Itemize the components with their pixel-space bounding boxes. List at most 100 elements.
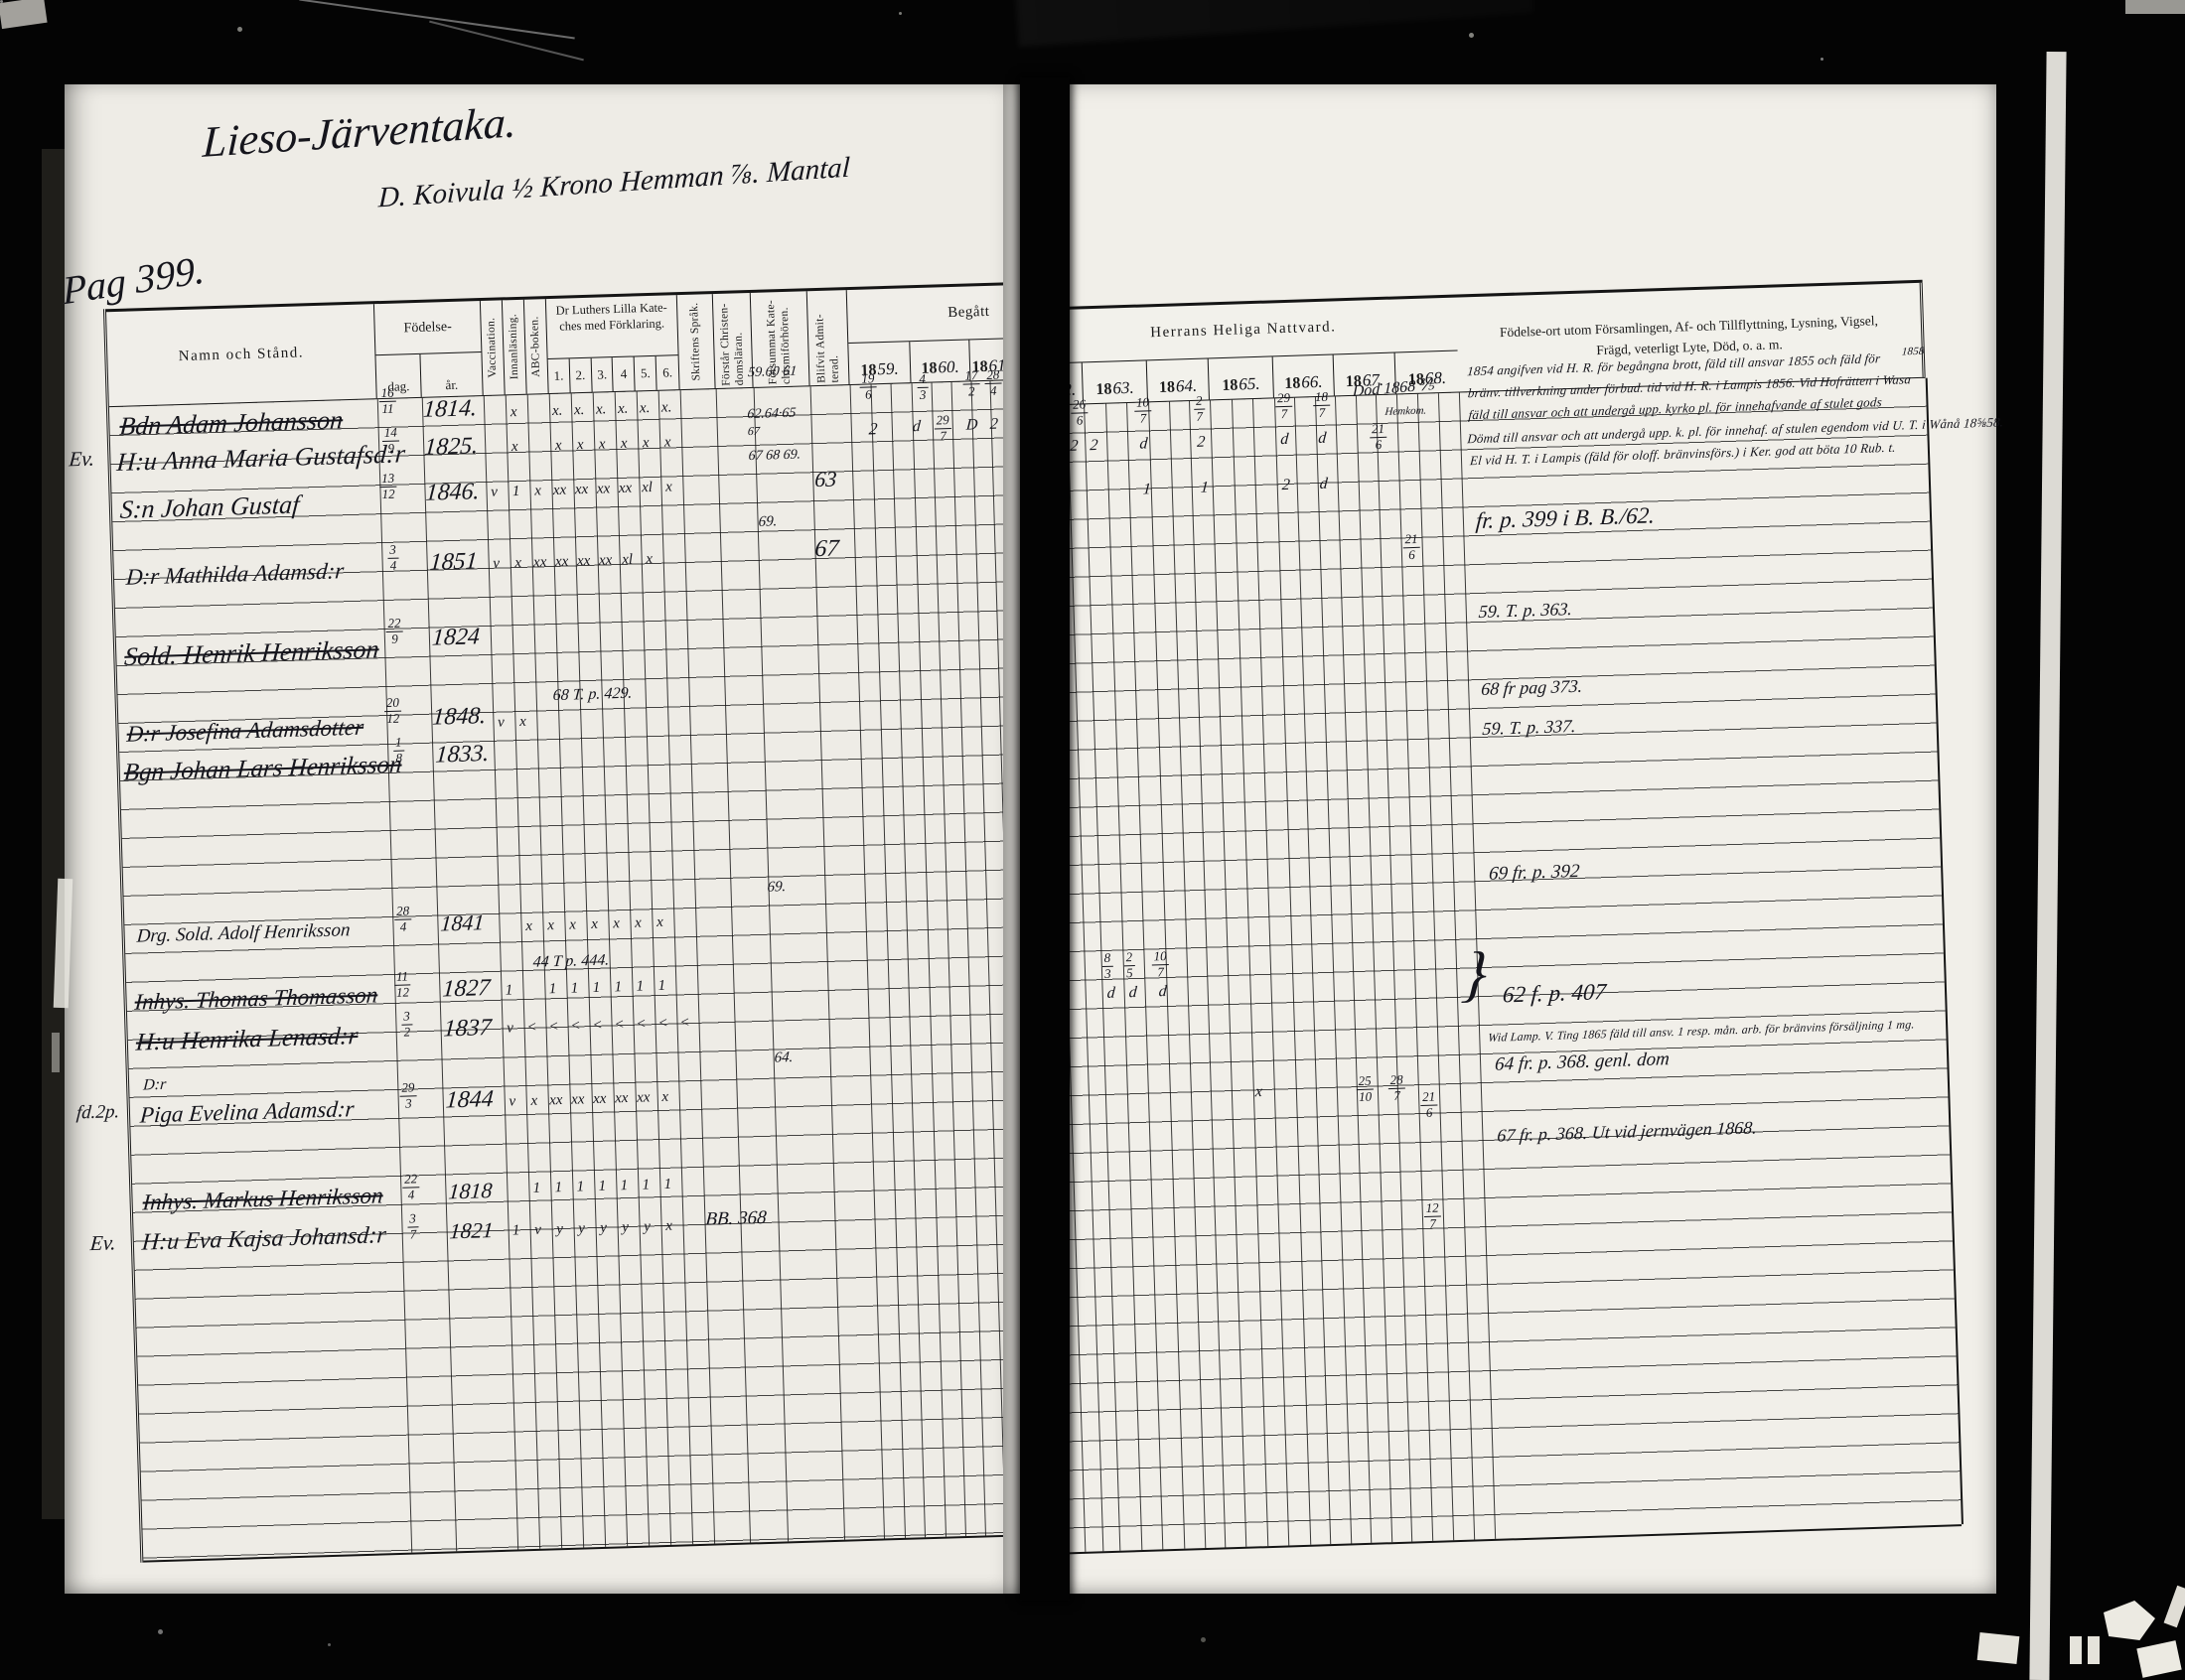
birth-year: 1833. [434, 740, 491, 769]
column-rule [679, 390, 716, 1544]
forsummat-note: 67 [747, 423, 761, 439]
communion-date: 21 6 [1369, 421, 1387, 452]
margin-note: fd.2p. [75, 1101, 121, 1124]
birth-year: 1837 [442, 1014, 493, 1043]
year-column-label: 18 65. [1208, 356, 1274, 400]
left-page-content: Namn och Stånd. Födelse- dag. år. Vaccin… [43, 71, 1044, 1609]
column-rule [1314, 397, 1352, 1544]
dust-specks [0, 0, 3, 3]
communion-date: 2 [1069, 437, 1080, 455]
column-rule [1066, 404, 1104, 1552]
communion-date: 29 7 [934, 412, 951, 443]
communion-date: d [1158, 983, 1168, 1001]
col-header-fodelse: Födelse- dag. år. [373, 301, 484, 399]
column-rule [911, 383, 947, 1537]
column-rule [1210, 400, 1247, 1547]
birth-day: 14 9 [381, 425, 400, 456]
record-note: 69 fr. p. 392 [1488, 860, 1581, 885]
column-rule [931, 382, 966, 1537]
column-rule [890, 383, 927, 1538]
communion-date: d [1279, 430, 1289, 449]
year-column-label: 18 59. [848, 342, 912, 385]
column-rule [950, 381, 986, 1536]
communion-date: 2 [868, 419, 879, 439]
column-rule [1376, 395, 1413, 1542]
communion-date: 18 7 [1312, 389, 1331, 420]
communion-date: 1 [1142, 481, 1152, 498]
birth-day: 29 3 [399, 1079, 417, 1110]
birth-year: 1827 [441, 975, 492, 1003]
corner-artefact [2125, 0, 2185, 14]
ledger-right-page: Herrans Heliga Nattvard. 1862.1863.1864.… [1003, 0, 2004, 1594]
column-rule [1231, 399, 1268, 1547]
under-page-edge [42, 149, 65, 1519]
record-note: 68 fr pag 373. [1480, 675, 1584, 699]
birth-day: 11 12 [393, 968, 411, 1000]
ink-bleed-ghost [1015, 0, 1534, 48]
column-rule [1168, 401, 1206, 1549]
corner-artefact [0, 0, 48, 30]
katekes-label: Dr Luthers Lilla Kate- ches med Förklari… [545, 295, 678, 360]
communion-date: d [1128, 983, 1138, 1002]
forsummat-note: 69. [758, 513, 779, 530]
torn-fragment [2088, 1636, 2100, 1664]
katekes-subcol-label: 3. [591, 357, 615, 392]
communion-date: d [1319, 475, 1329, 492]
admitterad-note: 67 [813, 535, 840, 563]
birth-day: 16 11 [378, 385, 396, 416]
communion-date: d [1138, 435, 1149, 453]
farm-title: D. Koivula ½ Krono Hemman ⅞. Mantal [377, 151, 851, 214]
birth-year: 1818 [447, 1178, 494, 1204]
communion-date: d [912, 417, 922, 436]
torn-fragment [2070, 1636, 2082, 1664]
forsummat-note: 64. [774, 1050, 795, 1066]
column-rule [1925, 377, 1964, 1525]
katekes-subcol-label: 5. [634, 355, 657, 391]
page-number: Pag 399. [61, 246, 206, 314]
communion-date: 28 7 [1387, 1072, 1405, 1103]
col-header-katekes: Dr Luthers Lilla Kate- ches med Förklari… [545, 295, 680, 394]
register-table-right: Herrans Heliga Nattvard. 1862.1863.1864.… [1028, 279, 1964, 1555]
record-note: 1858 [1901, 345, 1926, 358]
kat-note: BB. 368 [704, 1206, 768, 1230]
col-header-namn: Namn och Stånd. [106, 304, 377, 407]
torn-fragment [2163, 1585, 2185, 1628]
communion-date: 10 7 [1133, 394, 1152, 425]
katekes-subcol-label: 4 [613, 356, 636, 392]
column-rule [870, 384, 906, 1538]
communion-date: d [1317, 429, 1327, 447]
communion-date: 2 [1281, 476, 1291, 494]
vaccination-label: Vaccination. [485, 317, 499, 378]
column-rule [1273, 398, 1312, 1545]
torn-fragment [1976, 1631, 2020, 1665]
communion-date: 17 2 [962, 367, 980, 398]
right-page-content: Herrans Heliga Nattvard. 1862.1863.1864.… [979, 0, 2019, 1608]
next-page-edge [2029, 51, 2067, 1680]
row-name: S:n Johan Gustaf [118, 490, 301, 524]
column-rule [753, 387, 790, 1542]
col-header-abc: ABC-boken. [523, 299, 549, 394]
innanlasning-label: Innanläsning. [507, 314, 520, 380]
column-rule [1252, 398, 1290, 1546]
birth-year: 1844 [444, 1085, 495, 1114]
ar-label: år. [445, 376, 459, 393]
record-note: 59. T. p. 337. [1481, 715, 1577, 739]
column-rule [1189, 401, 1227, 1548]
scratch-line [429, 20, 584, 62]
record-note: 59. T. p. 363. [1478, 598, 1573, 623]
col-header-skriftens: Skriftens Språk. [676, 294, 716, 390]
margin-note: Ev. [68, 446, 96, 472]
communion-date: D [965, 416, 979, 434]
column-rule [1416, 393, 1455, 1541]
communion-date: 19 6 [859, 370, 877, 401]
abc-label: ABC-boken. [528, 316, 542, 377]
birth-year: 1824 [430, 624, 481, 651]
begatt-label: Begått [846, 285, 1007, 345]
scratch-line [299, 0, 575, 40]
